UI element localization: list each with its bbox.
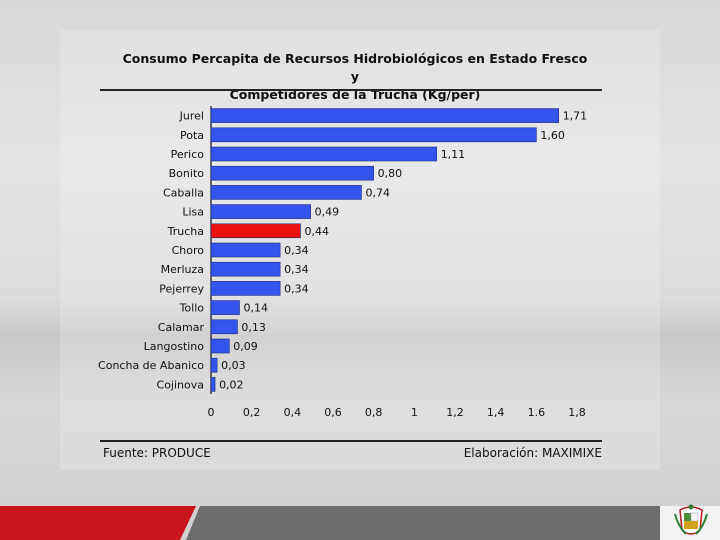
x-tick-label: 0,6 bbox=[324, 406, 342, 419]
band-red bbox=[0, 506, 196, 540]
x-tick-label: 1 bbox=[411, 406, 418, 419]
bar-caballa bbox=[210, 185, 362, 200]
bar-calamar bbox=[210, 319, 238, 335]
category-label: Calamar bbox=[158, 321, 205, 334]
value-label: 0,34 bbox=[284, 244, 309, 257]
bar-trucha bbox=[210, 223, 301, 239]
value-label: 0,02 bbox=[219, 378, 244, 391]
bar-merluza bbox=[210, 261, 281, 277]
value-label: 0,49 bbox=[315, 206, 340, 219]
credit-label: Elaboración: MAXIMIXE bbox=[463, 446, 602, 460]
top-rule bbox=[100, 89, 602, 91]
value-label: 0,44 bbox=[304, 225, 329, 238]
bar-tollo bbox=[210, 300, 240, 315]
band-dark bbox=[186, 506, 660, 540]
value-label: 1,71 bbox=[563, 110, 588, 123]
category-label: Bonito bbox=[169, 167, 205, 180]
bar-concha-de-abanico bbox=[210, 357, 218, 373]
value-label: 0,34 bbox=[284, 263, 309, 276]
value-label: 1,60 bbox=[540, 129, 565, 142]
value-label: 0,14 bbox=[243, 302, 268, 315]
bar-pota bbox=[210, 127, 537, 143]
coat-of-arms-icon bbox=[674, 504, 708, 535]
category-label: Tollo bbox=[179, 302, 205, 315]
bar-pejerrey bbox=[210, 281, 281, 296]
x-tick-label: 0 bbox=[208, 406, 215, 419]
category-label: Caballa bbox=[163, 186, 204, 199]
value-label: 0,34 bbox=[284, 282, 309, 295]
bar-lisa bbox=[210, 204, 311, 219]
value-label: 0,09 bbox=[233, 340, 257, 353]
title-line-1: Consumo Percapita de Recursos Hidrobioló… bbox=[122, 51, 588, 84]
category-label: Trucha bbox=[167, 225, 204, 238]
category-label: Merluza bbox=[161, 263, 204, 276]
x-tick-label: 0,4 bbox=[284, 406, 302, 419]
x-tick-label: 0,2 bbox=[243, 406, 261, 419]
bar-cojinova bbox=[210, 377, 216, 392]
source-label: Fuente: PRODUCE bbox=[103, 446, 211, 460]
bar-choro bbox=[210, 242, 281, 258]
bottom-rule bbox=[100, 440, 602, 442]
bar-langostino bbox=[210, 338, 230, 354]
category-label: Pota bbox=[180, 129, 204, 142]
bottom-band bbox=[0, 506, 720, 540]
category-label: Lisa bbox=[182, 206, 204, 219]
bar-jurel bbox=[210, 108, 560, 123]
x-tick-label: 0,8 bbox=[365, 406, 383, 419]
category-label: Cojinova bbox=[157, 378, 204, 391]
category-label: Perico bbox=[171, 148, 205, 161]
value-label: 0,03 bbox=[221, 359, 246, 372]
category-label: Jurel bbox=[179, 110, 204, 123]
category-label: Langostino bbox=[144, 340, 205, 353]
x-tick-label: 1,2 bbox=[446, 406, 464, 419]
value-label: 1,11 bbox=[441, 148, 466, 161]
value-label: 0,74 bbox=[365, 186, 390, 199]
value-label: 0,80 bbox=[378, 167, 403, 180]
category-label: Pejerrey bbox=[159, 282, 204, 295]
x-tick-label: 1,8 bbox=[568, 406, 586, 419]
bar-perico bbox=[210, 146, 437, 162]
bar-bonito bbox=[210, 165, 374, 181]
x-tick-label: 1,4 bbox=[487, 406, 505, 419]
x-tick-label: 1.6 bbox=[528, 406, 546, 419]
chart-panel bbox=[60, 30, 660, 470]
value-label: 0,13 bbox=[241, 321, 266, 334]
category-label: Concha de Abanico bbox=[98, 359, 204, 372]
category-label: Choro bbox=[172, 244, 205, 257]
